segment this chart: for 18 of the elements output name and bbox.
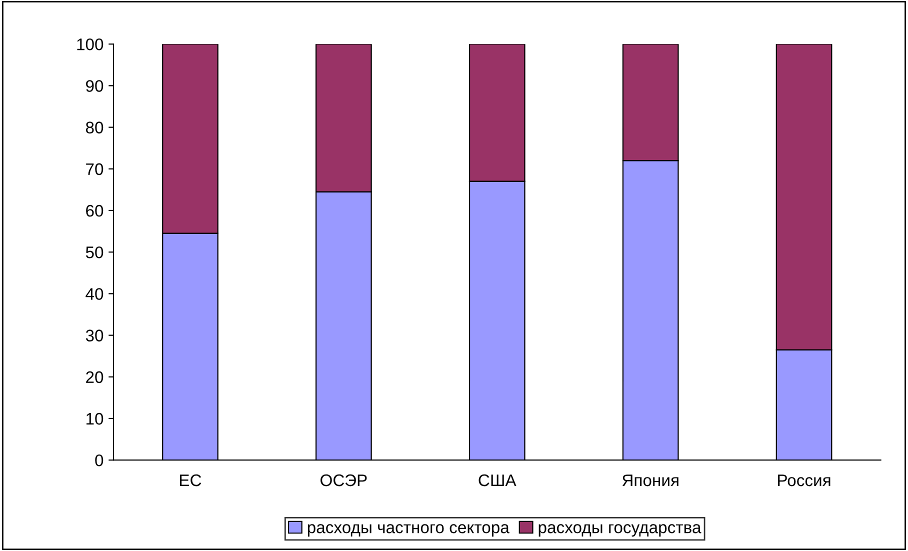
y-tick-label: 80 [86,122,104,134]
y-tick-label: 40 [86,288,104,300]
y-tick-label: 90 [86,80,104,92]
x-tick-label: ОСЭР [320,474,367,486]
x-tick-label: Россия [778,474,830,486]
x-tick-label: Япония [622,474,678,486]
y-tick-label: 0 [95,454,104,466]
y-tick-label: 70 [86,163,104,176]
y-tick-label: 50 [86,246,104,258]
y-tick-label: 10 [86,412,104,425]
x-tick-label: ЕС [180,474,202,486]
legend-label: расходы частного сектора [308,524,510,537]
y-tick-label: 60 [86,204,104,217]
legend-label: расходы государства [538,524,702,537]
y-tick-label: 20 [86,371,104,384]
y-tick-label: 30 [86,330,104,342]
y-tick-label: 100 [77,38,104,50]
x-tick-label: США [478,474,516,486]
